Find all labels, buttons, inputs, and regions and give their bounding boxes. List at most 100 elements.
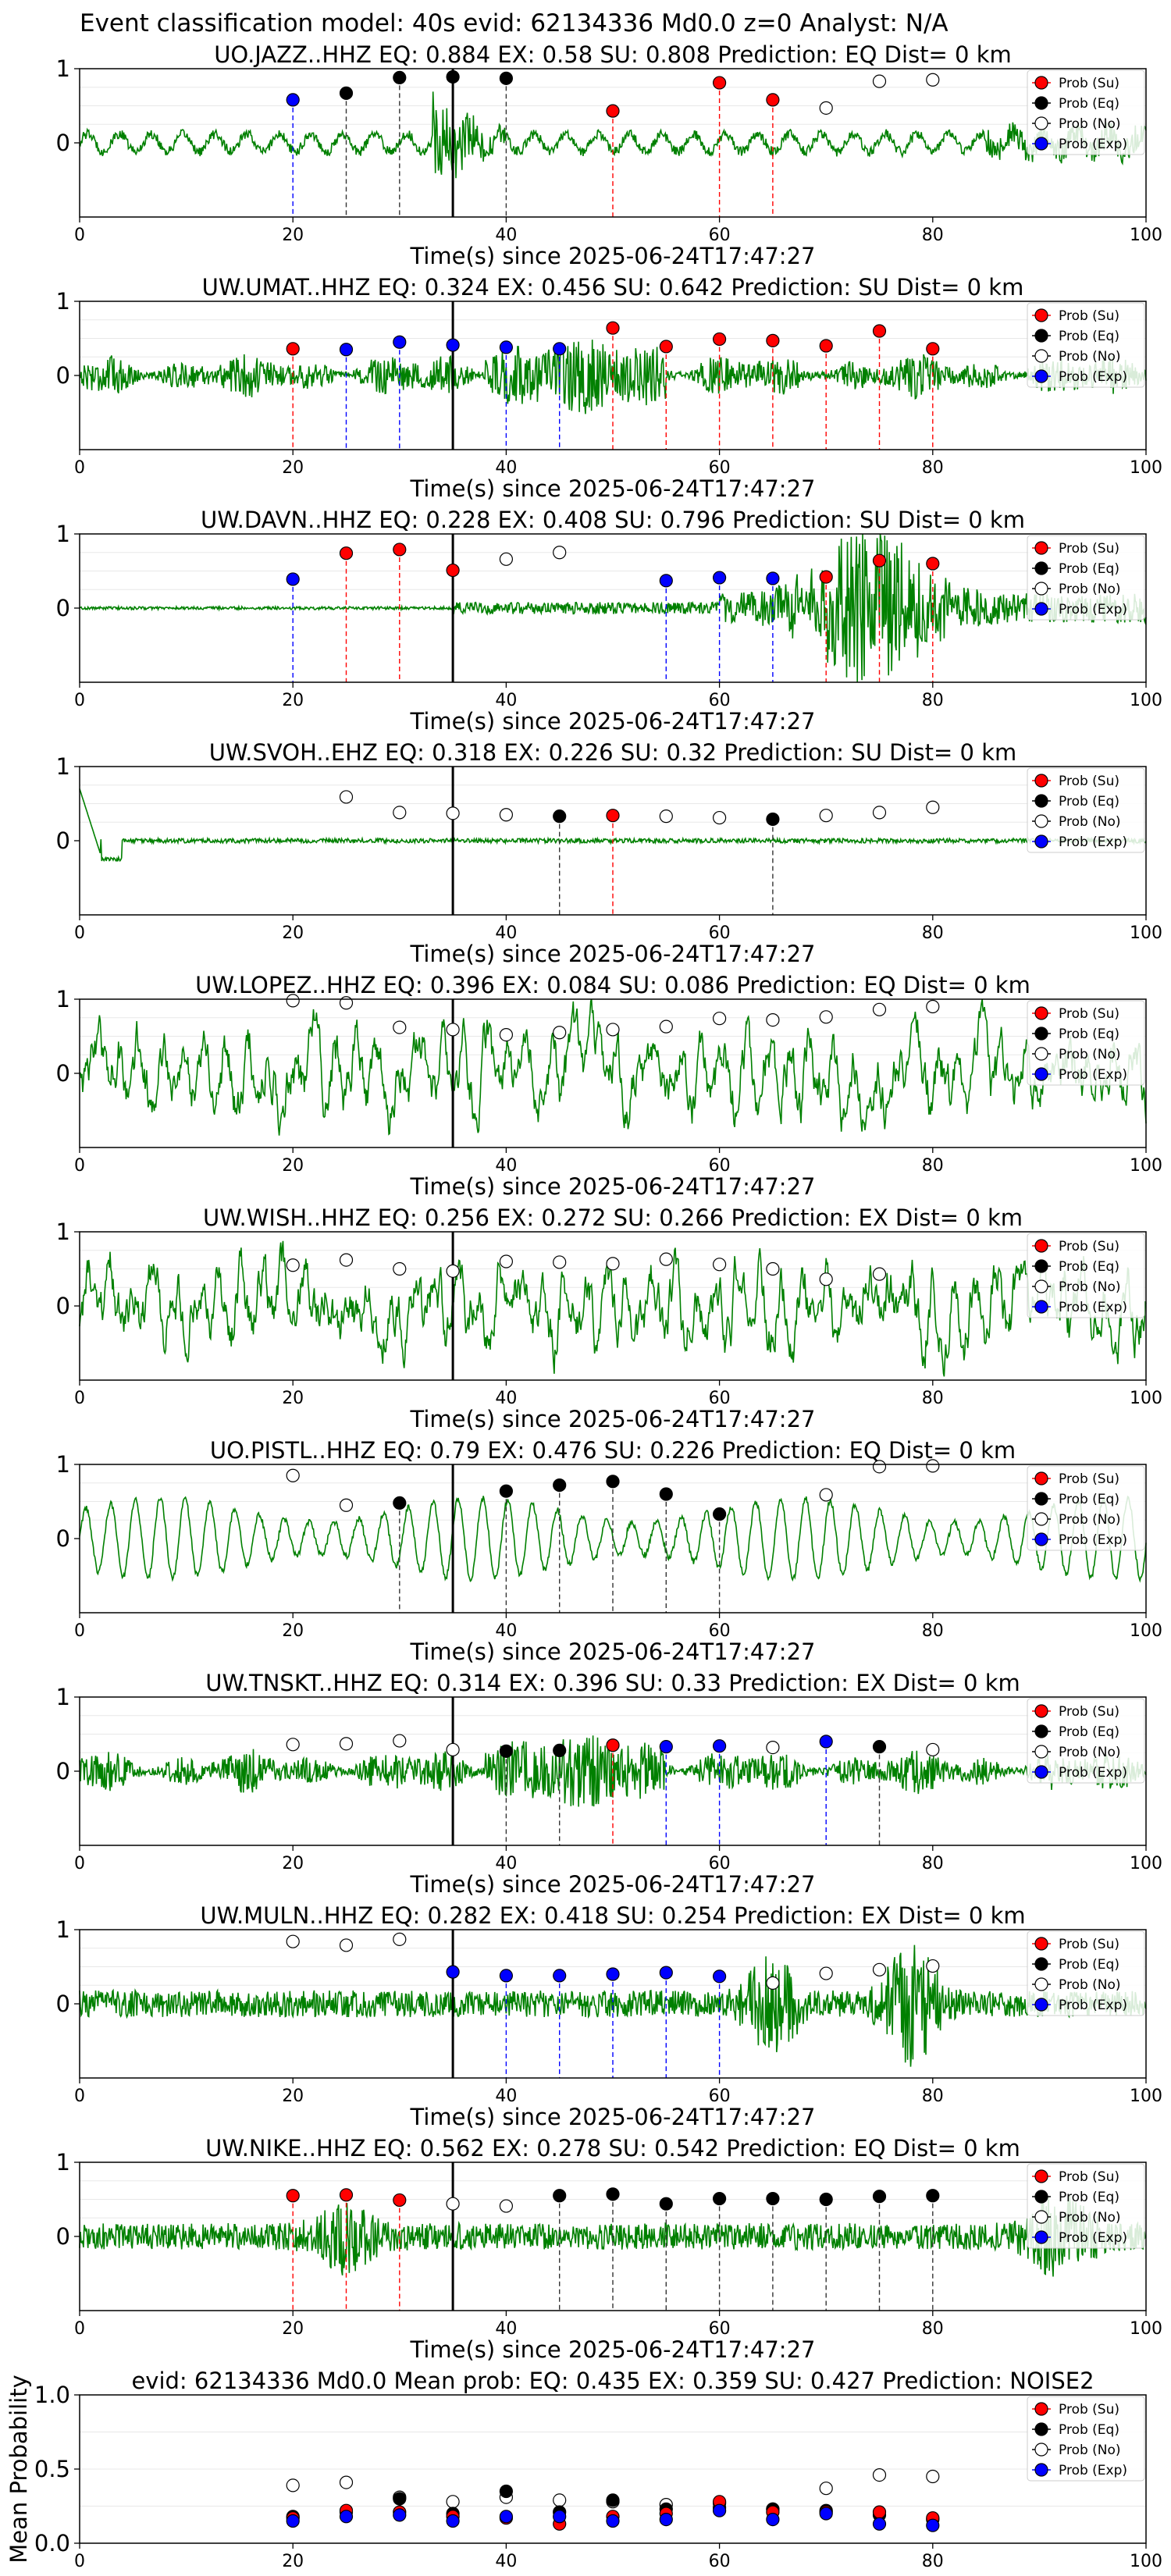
x-tick-label: 100 <box>1130 1621 1162 1641</box>
prob-point-exp <box>819 1735 833 1749</box>
y-axis-label: Mean Probability <box>5 2375 32 2564</box>
x-tick-label: 60 <box>709 1621 731 1641</box>
legend-label: Prob (No) <box>1059 1047 1121 1062</box>
legend-marker-su <box>1034 2402 1048 2416</box>
y-tick-label: 0 <box>56 2223 70 2250</box>
prob-point-no <box>339 1938 354 1952</box>
y-tick-label: 0 <box>56 130 70 156</box>
legend-label: Prob (Su) <box>1059 1937 1119 1952</box>
legend-marker-eq <box>1034 329 1048 343</box>
x-axis-label: Time(s) since 2025-06-24T17:47:27 <box>410 941 816 967</box>
prob-point-exp <box>659 1966 673 1980</box>
mean-prob-point-exp <box>766 2513 780 2527</box>
prob-point-eq <box>659 2197 673 2211</box>
prob-point-no <box>446 1264 460 1278</box>
x-axis-label: Time(s) since 2025-06-24T17:47:27 <box>410 2336 816 2363</box>
prob-point-su <box>766 93 780 107</box>
prob-point-exp <box>553 342 567 356</box>
prob-point-su <box>286 342 300 356</box>
x-tick-label: 0 <box>74 923 85 943</box>
prob-point-eq <box>553 2189 567 2203</box>
prob-point-no <box>286 1934 300 1948</box>
x-axis-label: Time(s) since 2025-06-24T17:47:27 <box>410 1173 816 1200</box>
legend-marker-no <box>1034 116 1048 130</box>
prob-point-no <box>926 999 940 1014</box>
legend-marker-exp <box>1034 2230 1048 2244</box>
y-tick-label: 0.0 <box>34 2530 70 2556</box>
y-tick-label: 0 <box>56 595 70 621</box>
x-tick-label: 20 <box>282 1156 304 1176</box>
x-tick-label: 0 <box>74 226 85 245</box>
chart-panel: UO.PISTL..HHZ EQ: 0.79 EX: 0.476 SU: 0.2… <box>56 1437 1162 1665</box>
prob-point-no <box>819 1966 833 1980</box>
legend-label: Prob (No) <box>1059 1512 1121 1528</box>
legend-label: Prob (Exp) <box>1059 2463 1127 2478</box>
legend-label: Prob (Eq) <box>1059 329 1119 344</box>
legend-marker-eq <box>1034 1259 1048 1273</box>
prob-point-su <box>339 2188 354 2202</box>
x-tick-label: 20 <box>282 691 304 710</box>
prob-point-su <box>393 543 407 557</box>
legend-marker-eq <box>1034 2422 1048 2436</box>
legend-marker-eq <box>1034 1957 1048 1971</box>
mean-prob-point-exp <box>606 2514 620 2528</box>
panel-title: evid: 62134336 Md0.0 Mean prob: EQ: 0.43… <box>131 2368 1094 2394</box>
x-axis-label: Time(s) since 2025-06-24T17:47:27 <box>410 1406 816 1432</box>
chart-panel: UW.DAVN..HHZ EQ: 0.228 EX: 0.408 SU: 0.7… <box>56 507 1162 735</box>
x-tick-label: 80 <box>922 2552 944 2571</box>
prob-point-exp <box>286 93 300 107</box>
legend-label: Prob (Su) <box>1059 2169 1119 2185</box>
x-tick-label: 100 <box>1130 458 1162 478</box>
legend-box <box>1027 69 1145 155</box>
prob-point-su <box>872 553 887 568</box>
x-tick-label: 100 <box>1130 2087 1162 2106</box>
prob-point-eq <box>446 69 460 84</box>
prob-point-eq <box>659 1487 673 1501</box>
chart-panel: UW.MULN..HHZ EQ: 0.282 EX: 0.418 SU: 0.2… <box>56 1902 1162 2130</box>
prob-point-no <box>872 806 887 820</box>
legend-label: Prob (No) <box>1059 1279 1121 1295</box>
x-tick-label: 40 <box>495 923 517 943</box>
prob-point-eq <box>872 2190 887 2204</box>
prob-point-no <box>926 73 940 87</box>
prob-point-exp <box>659 574 673 588</box>
prob-point-eq <box>499 1744 514 1758</box>
prob-point-su <box>926 342 940 356</box>
prob-point-su <box>606 809 620 823</box>
mean-prob-point-exp <box>499 2510 514 2524</box>
prob-point-eq <box>766 812 780 827</box>
y-tick-label: 1 <box>56 1916 70 1943</box>
legend-label: Prob (Eq) <box>1059 1026 1119 1042</box>
prob-point-eq <box>606 1475 620 1489</box>
panel-title: UW.LOPEZ..HHZ EQ: 0.396 EX: 0.084 SU: 0.… <box>195 972 1030 998</box>
x-axis-label: Time(s) since 2025-06-24T17:47:27 <box>410 2104 816 2130</box>
mean-prob-point-exp <box>926 2518 940 2532</box>
prob-point-no <box>286 994 300 1008</box>
y-tick-label: 1 <box>56 2149 70 2176</box>
legend-label: Prob (Eq) <box>1059 1259 1119 1275</box>
prob-point-no <box>926 800 940 814</box>
x-tick-label: 20 <box>282 923 304 943</box>
legend-marker-su <box>1034 774 1048 788</box>
y-tick-label: 0 <box>56 1060 70 1087</box>
prob-point-eq <box>926 2189 940 2203</box>
x-tick-label: 100 <box>1130 923 1162 943</box>
prob-point-no <box>339 1253 354 1267</box>
legend-label: Prob (No) <box>1059 2210 1121 2226</box>
mean-prob-point-no <box>553 2493 567 2507</box>
x-tick-label: 0 <box>74 2552 85 2571</box>
legend-label: Prob (Exp) <box>1059 602 1127 617</box>
prob-point-no <box>819 101 833 115</box>
x-tick-label: 40 <box>495 226 517 245</box>
legend-marker-no <box>1034 582 1048 596</box>
x-tick-label: 0 <box>74 1854 85 1873</box>
prob-point-no <box>393 1734 407 1748</box>
prob-point-no <box>286 1258 300 1272</box>
legend-marker-su <box>1034 1471 1048 1485</box>
legend-marker-no <box>1034 1279 1048 1293</box>
prob-point-exp <box>659 1740 673 1754</box>
prob-point-su <box>766 333 780 347</box>
y-tick-label: 0 <box>56 362 70 389</box>
x-tick-label: 80 <box>922 2087 944 2106</box>
legend-marker-eq <box>1034 1492 1048 1506</box>
